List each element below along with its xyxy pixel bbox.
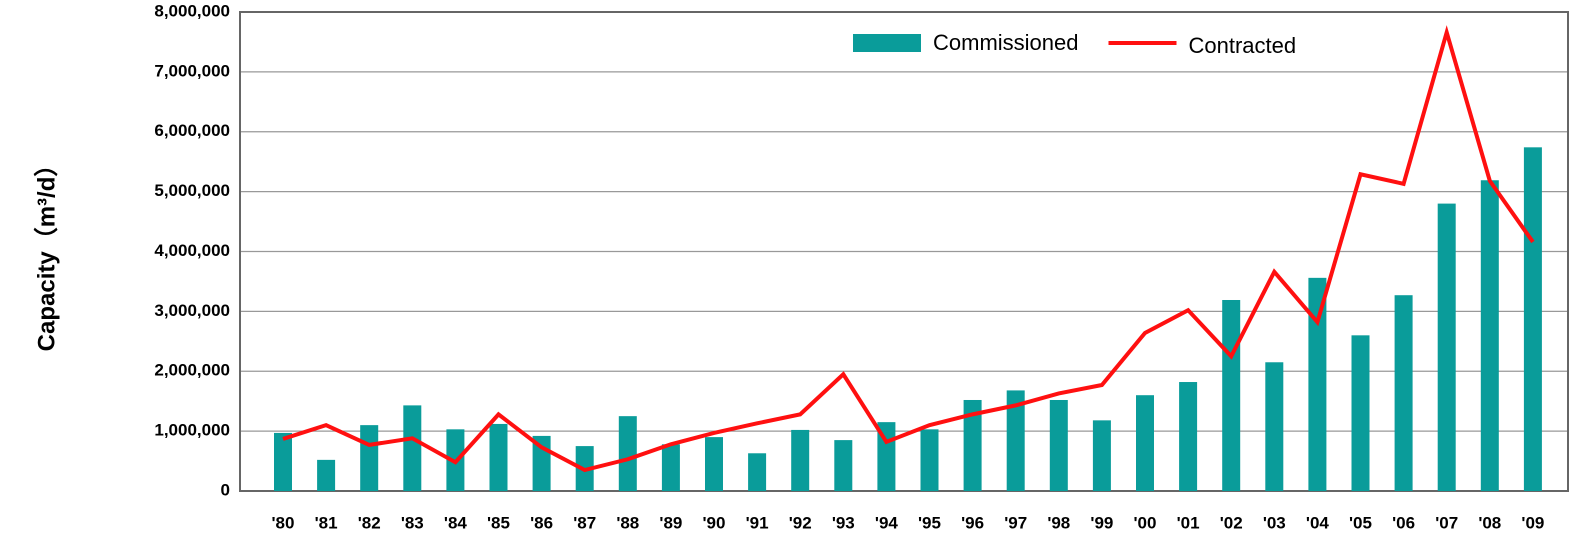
legend-label: Contracted [1189, 33, 1297, 58]
x-tick-label: '89 [659, 513, 682, 532]
bar [920, 429, 939, 491]
x-tick-label: '03 [1263, 513, 1286, 532]
x-tick-label: '95 [918, 513, 941, 532]
bar [489, 423, 508, 491]
bar [618, 416, 637, 491]
x-tick-label: '09 [1521, 513, 1544, 532]
bar [1092, 420, 1111, 491]
bar [1394, 295, 1413, 491]
bar [274, 432, 292, 491]
bar [661, 444, 680, 491]
x-tick-label: '05 [1349, 513, 1372, 532]
bar [1049, 399, 1068, 491]
bar [1523, 147, 1542, 491]
plot-frame [239, 11, 1569, 492]
y-tick-label: 5,000,000 [154, 181, 230, 200]
x-tick-label: '98 [1047, 513, 1070, 532]
x-tick-label: '91 [746, 513, 769, 532]
legend-label: Commissioned [933, 30, 1079, 55]
y-tick-label: 8,000,000 [154, 1, 230, 20]
x-tick-label: '85 [487, 513, 510, 532]
bar [403, 405, 422, 491]
x-tick-label: '06 [1392, 513, 1415, 532]
bar [963, 399, 982, 491]
x-tick-label: '82 [358, 513, 381, 532]
x-tick-label: '02 [1220, 513, 1243, 532]
x-tick-label: '83 [401, 513, 424, 532]
x-tick-label: '08 [1478, 513, 1501, 532]
x-tick-label: '92 [789, 513, 812, 532]
x-tick-label: '01 [1177, 513, 1200, 532]
bar [1136, 395, 1154, 491]
bar [360, 425, 379, 491]
bar [1265, 362, 1284, 491]
bar [1480, 180, 1499, 491]
bar [1222, 299, 1241, 491]
x-tick-label: '87 [573, 513, 596, 532]
bar [834, 440, 853, 491]
x-tick-label: '04 [1306, 513, 1329, 532]
y-tick-label: 3,000,000 [154, 301, 230, 320]
bar [791, 429, 810, 491]
bar [1308, 277, 1327, 491]
x-tick-label: '96 [961, 513, 984, 532]
x-tick-label: '93 [832, 513, 855, 532]
bar [317, 459, 336, 491]
y-axis-label: Capacity（m³/d） [33, 153, 60, 352]
x-tick-label: '97 [1004, 513, 1027, 532]
line [282, 25, 1535, 473]
bar [1437, 203, 1456, 491]
x-tick-label: '86 [530, 513, 553, 532]
y-tick-label: 6,000,000 [154, 121, 230, 140]
x-tick-label: '00 [1134, 513, 1157, 532]
bar [705, 437, 723, 491]
y-tick-label: 0 [221, 480, 230, 499]
y-tick-label: 2,000,000 [154, 361, 230, 380]
bar [1179, 382, 1198, 491]
x-tick-label: '99 [1090, 513, 1113, 532]
x-tick-label: '94 [875, 513, 898, 532]
x-tick-label: '84 [444, 513, 467, 532]
x-tick-label: '88 [616, 513, 639, 532]
x-tick-label: '90 [703, 513, 726, 532]
bar [1351, 335, 1370, 491]
x-tick-label: '07 [1435, 513, 1458, 532]
x-tick-label: '81 [315, 513, 338, 532]
y-tick-label: 7,000,000 [154, 61, 230, 80]
y-tick-label: 1,000,000 [154, 421, 230, 440]
bar [1006, 390, 1025, 491]
legend-swatch [853, 34, 921, 52]
y-tick-label: 4,000,000 [154, 241, 230, 260]
x-tick-label: '80 [272, 513, 295, 532]
bar [748, 453, 767, 491]
